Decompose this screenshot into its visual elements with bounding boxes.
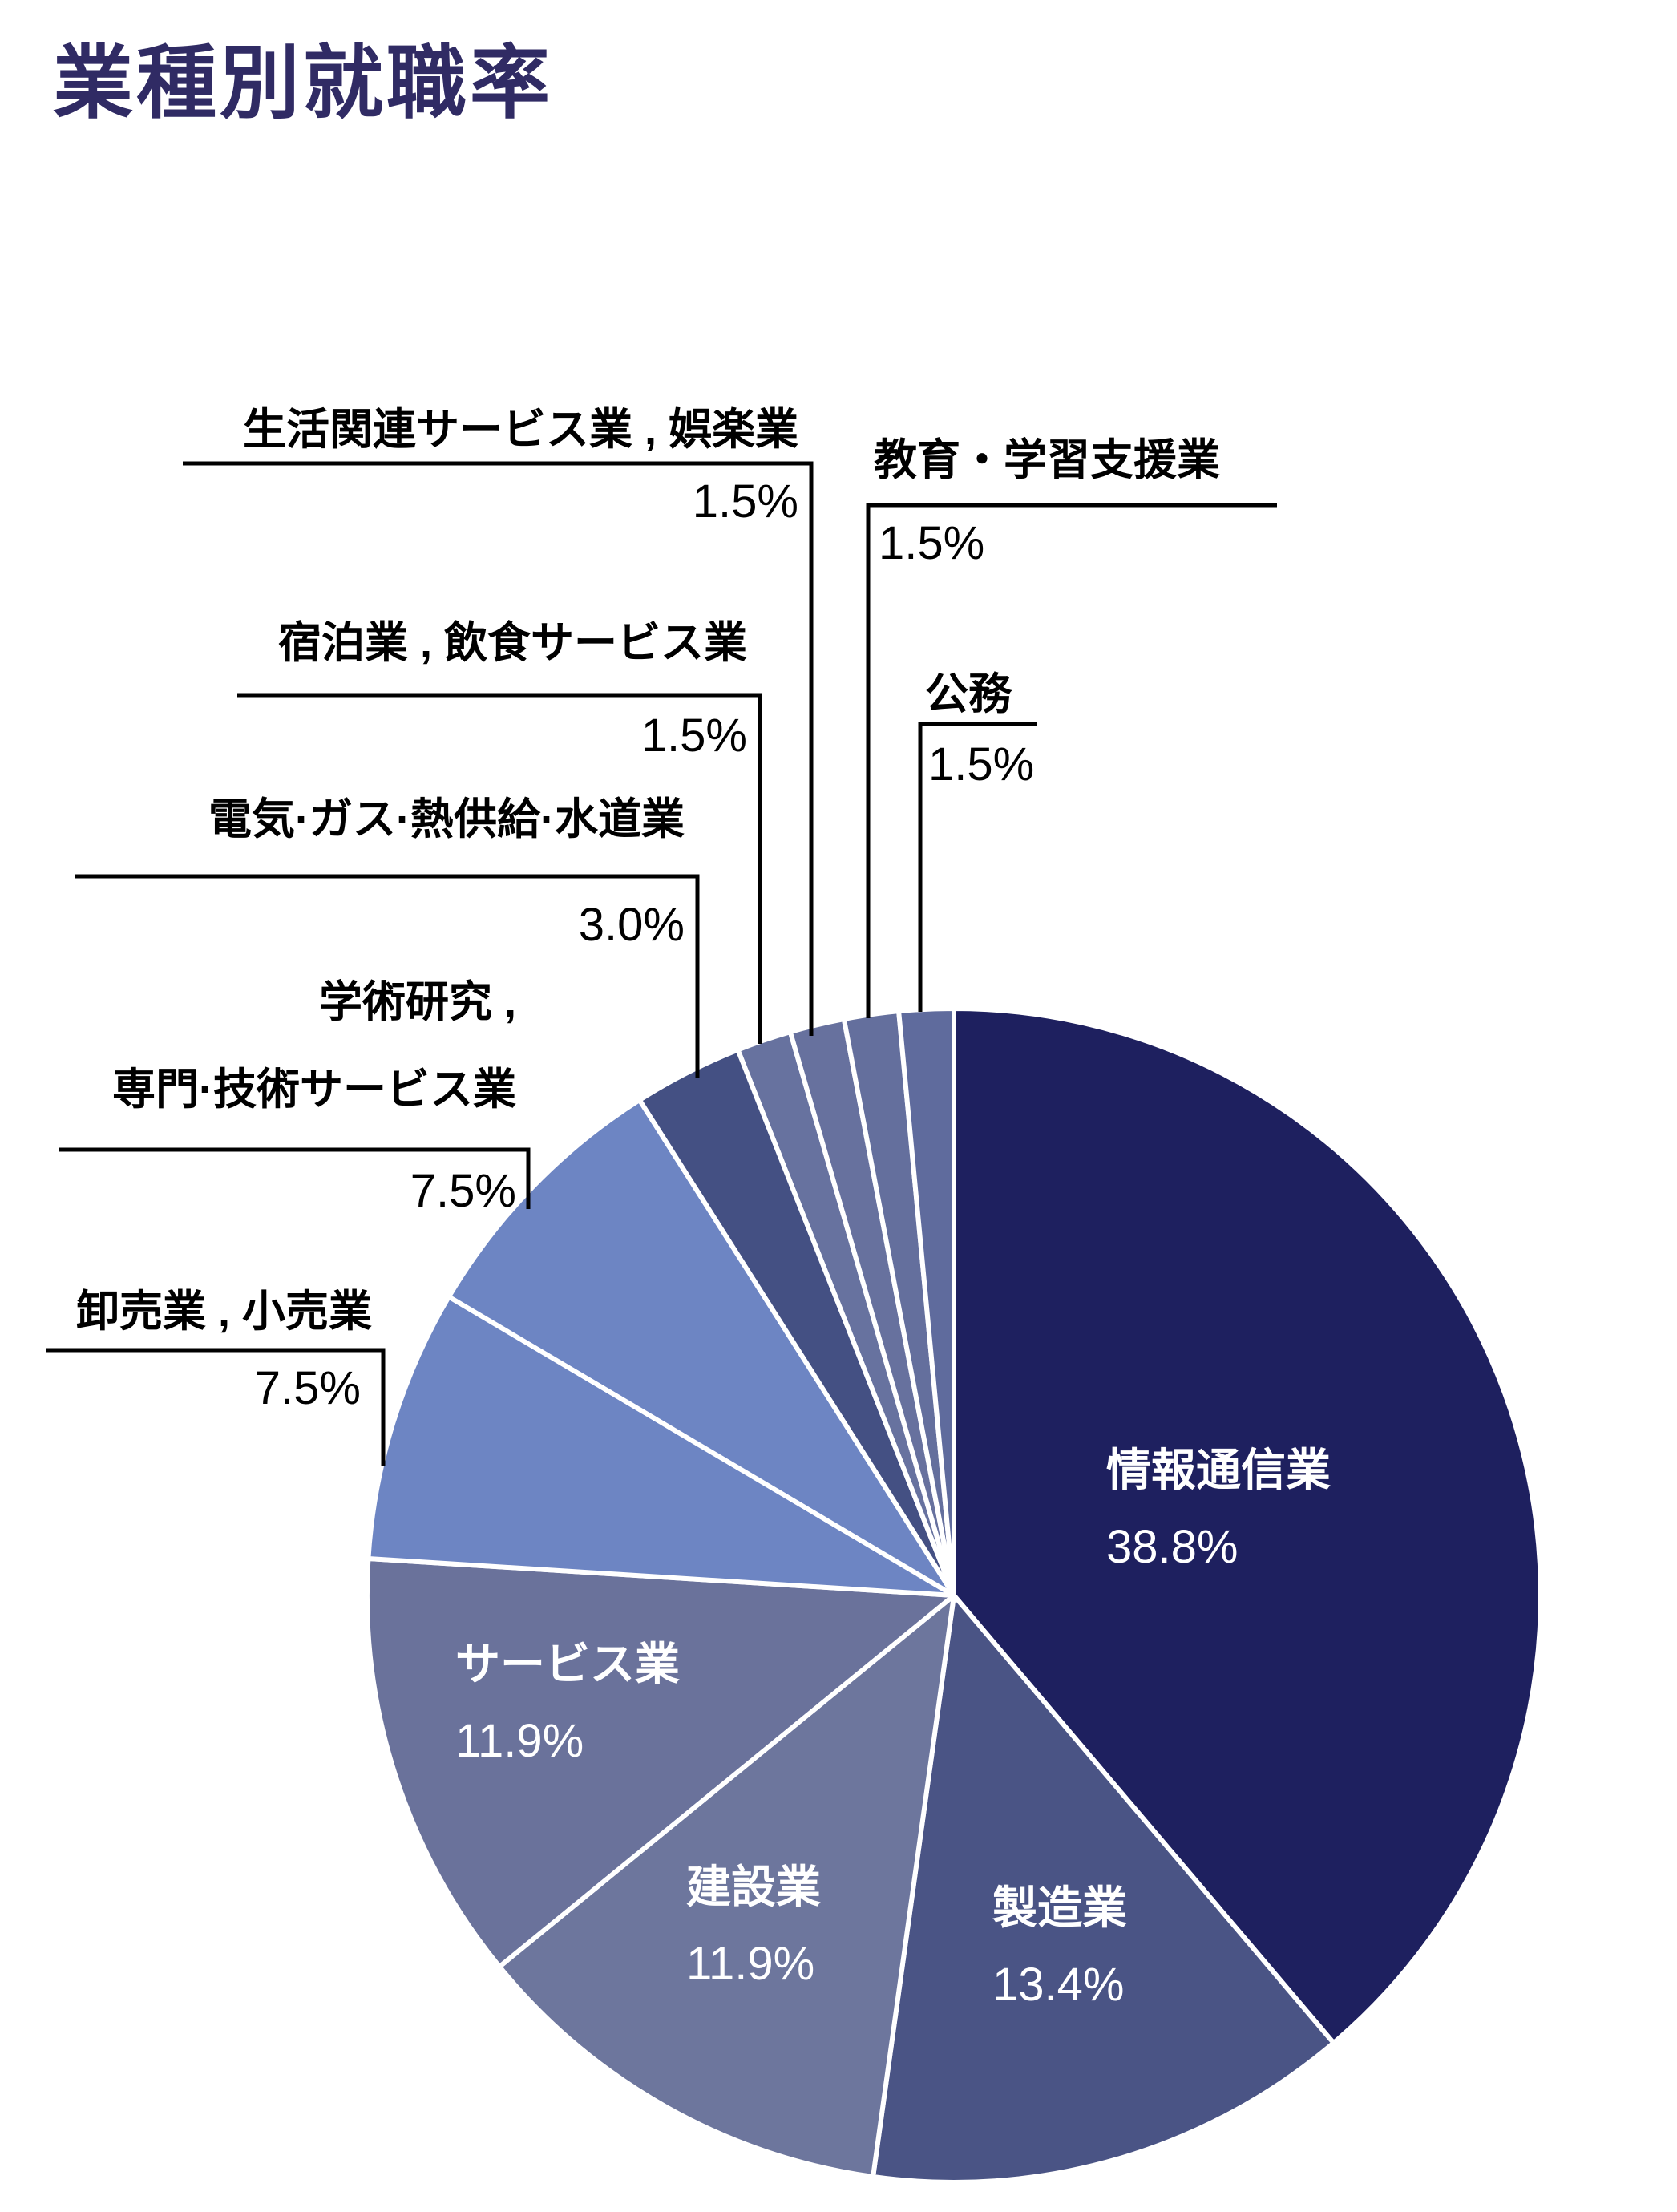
callout-wholesale-retail: 卸売業 , 小売業: [76, 1283, 372, 1341]
callout-electricity-gas-water-pct-wrap: 3.0%: [579, 898, 685, 952]
page-title: 業種別就職率: [53, 38, 553, 128]
callout-education-pct: 1.5%: [879, 517, 985, 569]
pie-slice-1: [871, 1593, 1336, 2185]
callout-life-related-services-pct: 1.5%: [692, 475, 798, 528]
callout-education-pct-wrap: 1.5%: [879, 516, 984, 570]
leader-line-public-service: [918, 722, 1037, 1012]
pie-label-manufacturing: 製造業 13.4%: [992, 1886, 1127, 2012]
pie-slice-2: [497, 1593, 956, 2179]
leader-line-education: [866, 503, 1277, 1018]
pie-label-services: サービス業 11.9%: [455, 1642, 680, 1768]
callout-academic-research-pct-wrap: 7.5%: [410, 1164, 516, 1218]
pie-label-manufacturing-pct: 13.4%: [992, 1959, 1125, 2011]
leader-line-wholesale-retail: [46, 1348, 386, 1466]
pie-label-construction-text: 建設業: [686, 1862, 821, 1912]
pie-label-information-communication-text: 情報通信業: [1106, 1445, 1331, 1495]
callout-education-label: 教育・学習支援業: [874, 436, 1220, 484]
callout-accommodation-food: 宿泊業 , 飲食サービス業: [278, 614, 747, 673]
pie-slice-4: [366, 1294, 956, 1598]
pie-label-construction: 建設業 11.9%: [686, 1865, 821, 1991]
callout-education: 教育・学習支援業: [874, 431, 1220, 490]
callout-electricity-gas-water: 電気·ガス·熱供給·水道業: [208, 791, 685, 849]
callout-public-service-label: 公務: [925, 670, 1012, 718]
callout-wholesale-retail-pct: 7.5%: [254, 1362, 361, 1414]
callout-academic-research: 学術研究 , 専門·技術サービス業: [112, 973, 516, 1119]
pie-slice-10: [896, 1005, 956, 1598]
callout-electricity-gas-water-label: 電気·ガス·熱供給·水道業: [208, 795, 685, 843]
callout-wholesale-retail-label: 卸売業 , 小売業: [75, 1288, 372, 1336]
callout-accommodation-food-label: 宿泊業 , 飲食サービス業: [277, 619, 747, 667]
callout-public-service-pct: 1.5%: [928, 738, 1035, 791]
callout-life-related-services: 生活関連サービス業 , 娯楽業: [243, 401, 798, 459]
callout-academic-research-label-line2: 専門·技術サービス業: [112, 1065, 516, 1114]
pie-label-construction-pct: 11.9%: [686, 1938, 815, 1990]
callout-life-related-services-pct-wrap: 1.5%: [693, 475, 798, 528]
callout-accommodation-food-pct: 1.5%: [640, 710, 747, 762]
pie-label-information-communication-pct: 38.8%: [1106, 1521, 1239, 1573]
callout-wholesale-retail-pct-wrap: 7.5%: [255, 1361, 361, 1415]
pie-slice-3: [364, 1556, 956, 1969]
callout-accommodation-food-pct-wrap: 1.5%: [641, 709, 747, 762]
pie-label-services-text: サービス業: [455, 1639, 680, 1689]
callout-public-service: 公務: [925, 665, 1012, 724]
callout-academic-research-label-line1: 学術研究 ,: [318, 978, 516, 1026]
pie-slice-5: [446, 1098, 956, 1598]
pie-slice-0: [952, 1006, 1543, 2046]
callout-electricity-gas-water-pct: 3.0%: [578, 899, 685, 951]
pie-label-services-pct: 11.9%: [455, 1715, 584, 1767]
pie-label-information-communication: 情報通信業 38.8%: [1106, 1448, 1331, 1574]
callout-life-related-services-label: 生活関連サービス業 , 娯楽業: [242, 406, 798, 454]
leader-line-accommodation-food: [237, 693, 762, 1044]
leader-line-electricity-gas-water: [75, 874, 700, 1078]
leader-line-academic-research: [59, 1147, 531, 1209]
callout-academic-research-pct: 7.5%: [410, 1165, 516, 1217]
pie-label-manufacturing-text: 製造業: [992, 1882, 1127, 1933]
callout-public-service-pct-wrap: 1.5%: [928, 738, 1034, 791]
pie-slices-group: [364, 1005, 1543, 2185]
leader-line-life-related-services: [183, 461, 814, 1036]
